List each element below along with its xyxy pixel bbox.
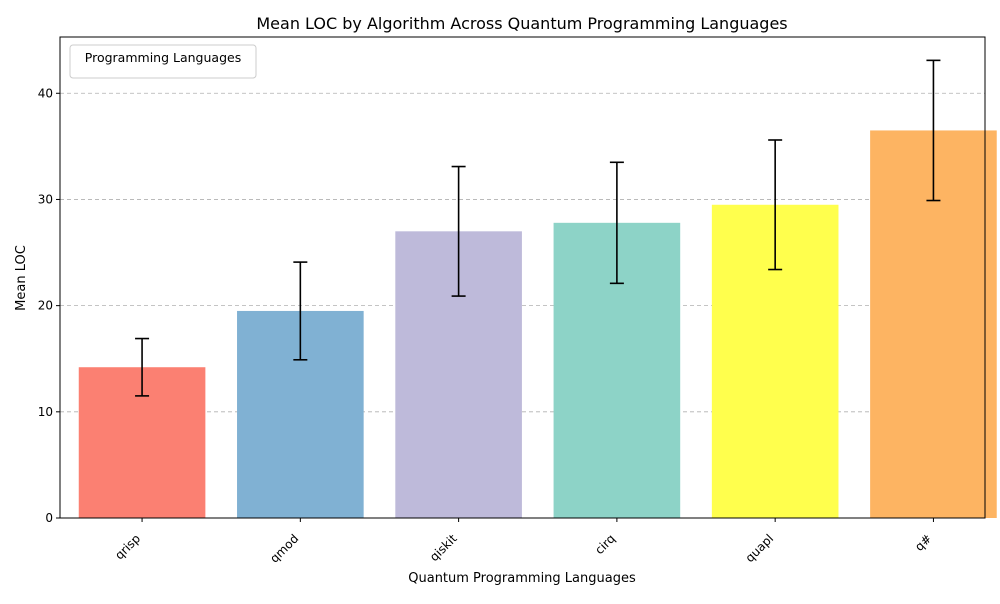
x-tick-label: cirq [592, 531, 618, 557]
y-axis-label: Mean LOC [14, 245, 29, 311]
error-bar [609, 161, 624, 285]
x-axis-label: Quantum Programming Languages [408, 571, 636, 586]
error-bar [926, 59, 941, 202]
y-tick-label: 20 [38, 299, 53, 313]
error-bar [768, 139, 783, 271]
legend: Programming Languages [69, 44, 257, 79]
y-tick-label: 40 [38, 86, 53, 100]
error-bar [293, 261, 308, 361]
gridlines [60, 92, 985, 413]
x-tick-label: qrisp [112, 531, 143, 562]
bars [78, 130, 997, 519]
chart-title: Mean LOC by Algorithm Across Quantum Pro… [256, 14, 787, 33]
legend-box [69, 44, 257, 79]
y-tick-label: 30 [38, 192, 53, 206]
error-bar [135, 337, 150, 397]
axes-frame [59, 36, 986, 519]
y-ticks: 0 10 20 30 40 [38, 86, 60, 525]
x-ticks: qrisp qmod qiskit cirq quapl q# [112, 518, 934, 566]
x-tick-label: qmod [267, 531, 301, 565]
error-bars [135, 59, 941, 397]
y-tick-label: 10 [38, 405, 53, 419]
error-bar [451, 165, 466, 297]
x-tick-label: quapl [743, 531, 777, 565]
legend-title: Programming Languages [85, 50, 241, 65]
x-tick-label: qiskit [427, 531, 460, 564]
x-tick-label: q# [912, 531, 934, 553]
y-tick-label: 0 [45, 511, 53, 525]
